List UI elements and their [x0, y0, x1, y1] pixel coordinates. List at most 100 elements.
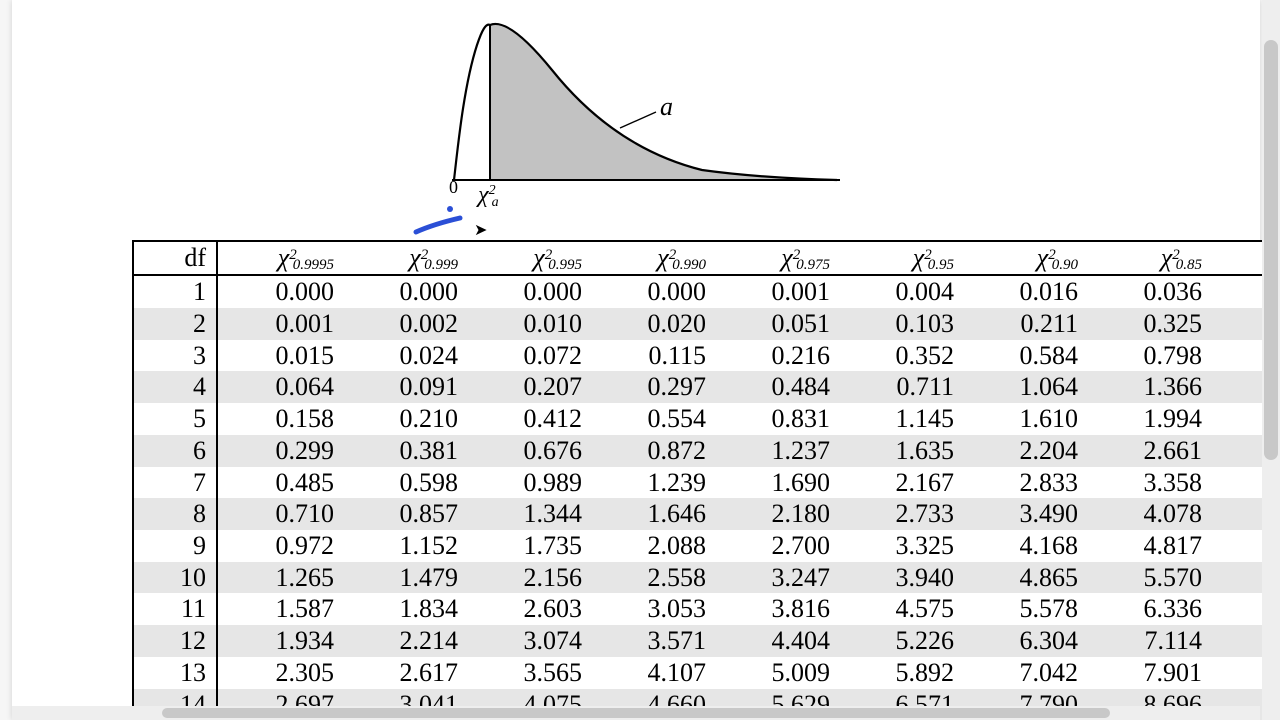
cell-value: 0.000: [590, 275, 714, 308]
table-row: 60.2990.3810.6760.8721.2371.6352.2042.66…: [133, 435, 1280, 467]
cell-value: 0.297: [590, 371, 714, 403]
table-body: 10.0000.0000.0000.0000.0010.0040.0160.03…: [133, 275, 1280, 720]
cell-value: 2.603: [466, 593, 590, 625]
cell-value: 0.554: [590, 403, 714, 435]
cell-value: 0.872: [590, 435, 714, 467]
cell-value: 0.051: [714, 308, 838, 340]
cell-value: 1.646: [590, 498, 714, 530]
cell-value: 0.798: [1086, 340, 1210, 372]
chi-square-density-chart: 0 χ2a a: [442, 10, 842, 220]
table-row: 20.0010.0020.0100.0200.0510.1030.2110.32…: [133, 308, 1280, 340]
cell-value: 0.000: [217, 275, 342, 308]
table-row: 101.2651.4792.1562.5583.2473.9404.8655.5…: [133, 562, 1280, 594]
cell-value: 4.168: [962, 530, 1086, 562]
cell-value: 5.578: [962, 593, 1086, 625]
cell-value: 0.115: [590, 340, 714, 372]
cell-value: 1.145: [838, 403, 962, 435]
vertical-scrollbar-thumb[interactable]: [1264, 40, 1278, 460]
cell-value: 1.690: [714, 467, 838, 499]
cell-value: 2.833: [962, 467, 1086, 499]
cell-value: 0.299: [217, 435, 342, 467]
cell-value: 0.710: [217, 498, 342, 530]
alpha-pointer: [620, 112, 656, 128]
cell-value: 7.901: [1086, 657, 1210, 689]
header-alpha: χ20.999: [342, 241, 466, 275]
cell-value: 3.247: [714, 562, 838, 594]
cell-df: 9: [133, 530, 217, 562]
cell-df: 10: [133, 562, 217, 594]
cell-value: 0.598: [342, 467, 466, 499]
cell-value: 1.479: [342, 562, 466, 594]
cell-df: 11: [133, 593, 217, 625]
cell-df: 5: [133, 403, 217, 435]
cell-value: 4.404: [714, 625, 838, 657]
table-row: 70.4850.5980.9891.2391.6902.1672.8333.35…: [133, 467, 1280, 499]
cell-value: 0.857: [342, 498, 466, 530]
cell-value: 0.211: [962, 308, 1086, 340]
cell-value: 3.940: [838, 562, 962, 594]
cell-value: 0.216: [714, 340, 838, 372]
horizontal-scrollbar-thumb[interactable]: [162, 708, 1110, 718]
cell-value: 2.700: [714, 530, 838, 562]
cell-value: 3.074: [466, 625, 590, 657]
cell-value: 0.000: [342, 275, 466, 308]
cell-df: 7: [133, 467, 217, 499]
cell-value: 1.344: [466, 498, 590, 530]
cell-value: 1.994: [1086, 403, 1210, 435]
header-alpha: χ20.9995: [217, 241, 342, 275]
cell-value: 0.016: [962, 275, 1086, 308]
cell-value: 0.020: [590, 308, 714, 340]
cell-value: 0.972: [217, 530, 342, 562]
cell-value: 0.001: [217, 308, 342, 340]
cell-value: 5.009: [714, 657, 838, 689]
vertical-scrollbar[interactable]: [1262, 0, 1280, 720]
cell-value: 0.676: [466, 435, 590, 467]
table-row: 30.0150.0240.0720.1150.2160.3520.5840.79…: [133, 340, 1280, 372]
cell-value: 4.575: [838, 593, 962, 625]
header-df: df: [133, 241, 217, 275]
cell-value: 2.214: [342, 625, 466, 657]
cell-value: 0.989: [466, 467, 590, 499]
alpha-area-label: a: [660, 92, 673, 122]
cell-value: 0.352: [838, 340, 962, 372]
cell-value: 4.078: [1086, 498, 1210, 530]
cell-value: 1.834: [342, 593, 466, 625]
cell-value: 4.107: [590, 657, 714, 689]
cell-value: 0.484: [714, 371, 838, 403]
cell-value: 2.661: [1086, 435, 1210, 467]
header-alpha: χ20.95: [838, 241, 962, 275]
cell-value: 7.042: [962, 657, 1086, 689]
table-row: 10.0000.0000.0000.0000.0010.0040.0160.03…: [133, 275, 1280, 308]
cell-value: 5.892: [838, 657, 962, 689]
cell-value: 2.558: [590, 562, 714, 594]
chi-square-table: dfχ20.9995χ20.999χ20.995χ20.990χ20.975χ2…: [132, 240, 1280, 720]
cell-value: 2.305: [217, 657, 342, 689]
cell-value: 1.934: [217, 625, 342, 657]
chi-square-curve-svg: [442, 10, 842, 220]
cell-df: 13: [133, 657, 217, 689]
cell-value: 0.325: [1086, 308, 1210, 340]
cell-value: 1.152: [342, 530, 466, 562]
cell-value: 3.565: [466, 657, 590, 689]
cell-df: 8: [133, 498, 217, 530]
cell-value: 5.226: [838, 625, 962, 657]
cell-value: 1.735: [466, 530, 590, 562]
header-alpha: χ20.990: [590, 241, 714, 275]
header-alpha: χ20.975: [714, 241, 838, 275]
cell-value: 6.336: [1086, 593, 1210, 625]
cell-value: 3.358: [1086, 467, 1210, 499]
cell-df: 2: [133, 308, 217, 340]
cell-value: 2.167: [838, 467, 962, 499]
cell-value: 4.817: [1086, 530, 1210, 562]
origin-zero-label: 0: [449, 177, 458, 198]
horizontal-scrollbar[interactable]: [12, 706, 1260, 720]
cell-value: 0.485: [217, 467, 342, 499]
table-row: 111.5871.8342.6033.0533.8164.5755.5786.3…: [133, 593, 1280, 625]
cell-value: 3.325: [838, 530, 962, 562]
cell-value: 0.024: [342, 340, 466, 372]
table-row: 80.7100.8571.3441.6462.1802.7333.4904.07…: [133, 498, 1280, 530]
table-row: 132.3052.6173.5654.1075.0095.8927.0427.9…: [133, 657, 1280, 689]
header-alpha: χ20.85: [1086, 241, 1210, 275]
mouse-cursor-icon: ➤: [474, 220, 487, 240]
cell-value: 0.002: [342, 308, 466, 340]
